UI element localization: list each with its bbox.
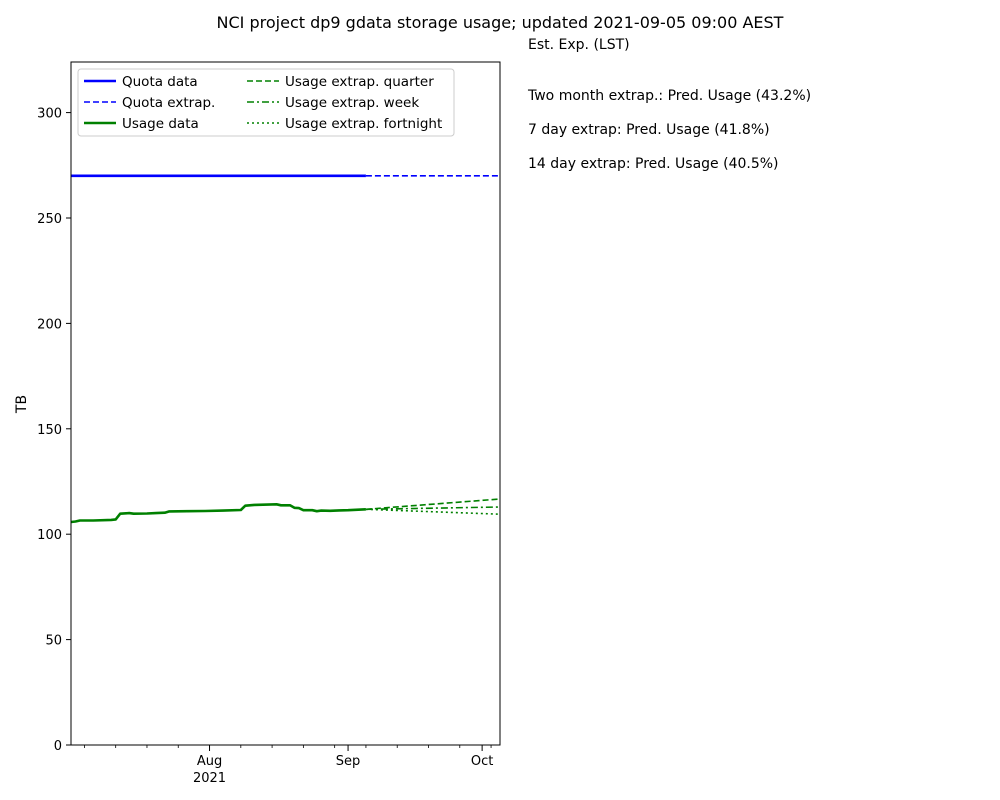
y-tick-label: 0 — [54, 739, 62, 754]
side-header: Est. Exp. (LST) — [528, 37, 630, 53]
legend-label: Usage data — [122, 116, 199, 132]
series-line-4 — [365, 506, 500, 511]
y-tick-label: 300 — [37, 107, 62, 122]
y-tick-label: 100 — [37, 528, 62, 543]
y-tick-label: 200 — [37, 317, 62, 332]
chart-title: NCI project dp9 gdata storage usage; upd… — [217, 13, 784, 32]
series-line-5 — [365, 508, 500, 515]
x-tick-label: Aug — [197, 754, 222, 769]
legend-label: Usage extrap. week — [285, 95, 419, 111]
y-tick-label: 250 — [37, 212, 62, 227]
plot-frame — [70, 61, 501, 746]
side-line-7-day: 7 day extrap: Pred. Usage (41.8%) — [528, 122, 770, 138]
y-tick-label: 50 — [45, 634, 62, 649]
x-tick-label: Oct — [471, 754, 493, 769]
legend-label: Quota data — [122, 74, 198, 90]
x-tick-sublabel: 2021 — [193, 771, 226, 786]
series-line-3 — [365, 498, 500, 511]
y-axis-label: TB — [14, 395, 30, 414]
side-line-two-month: Two month extrap.: Pred. Usage (43.2%) — [527, 88, 811, 104]
legend-label: Usage extrap. fortnight — [285, 116, 442, 132]
series-line-2 — [71, 502, 366, 524]
side-line-14-day: 14 day extrap: Pred. Usage (40.5%) — [528, 156, 779, 172]
x-tick-label: Sep — [336, 754, 361, 769]
legend-label: Quota extrap. — [122, 95, 215, 111]
y-tick-label: 150 — [37, 423, 62, 438]
legend-label: Usage extrap. quarter — [285, 74, 434, 90]
